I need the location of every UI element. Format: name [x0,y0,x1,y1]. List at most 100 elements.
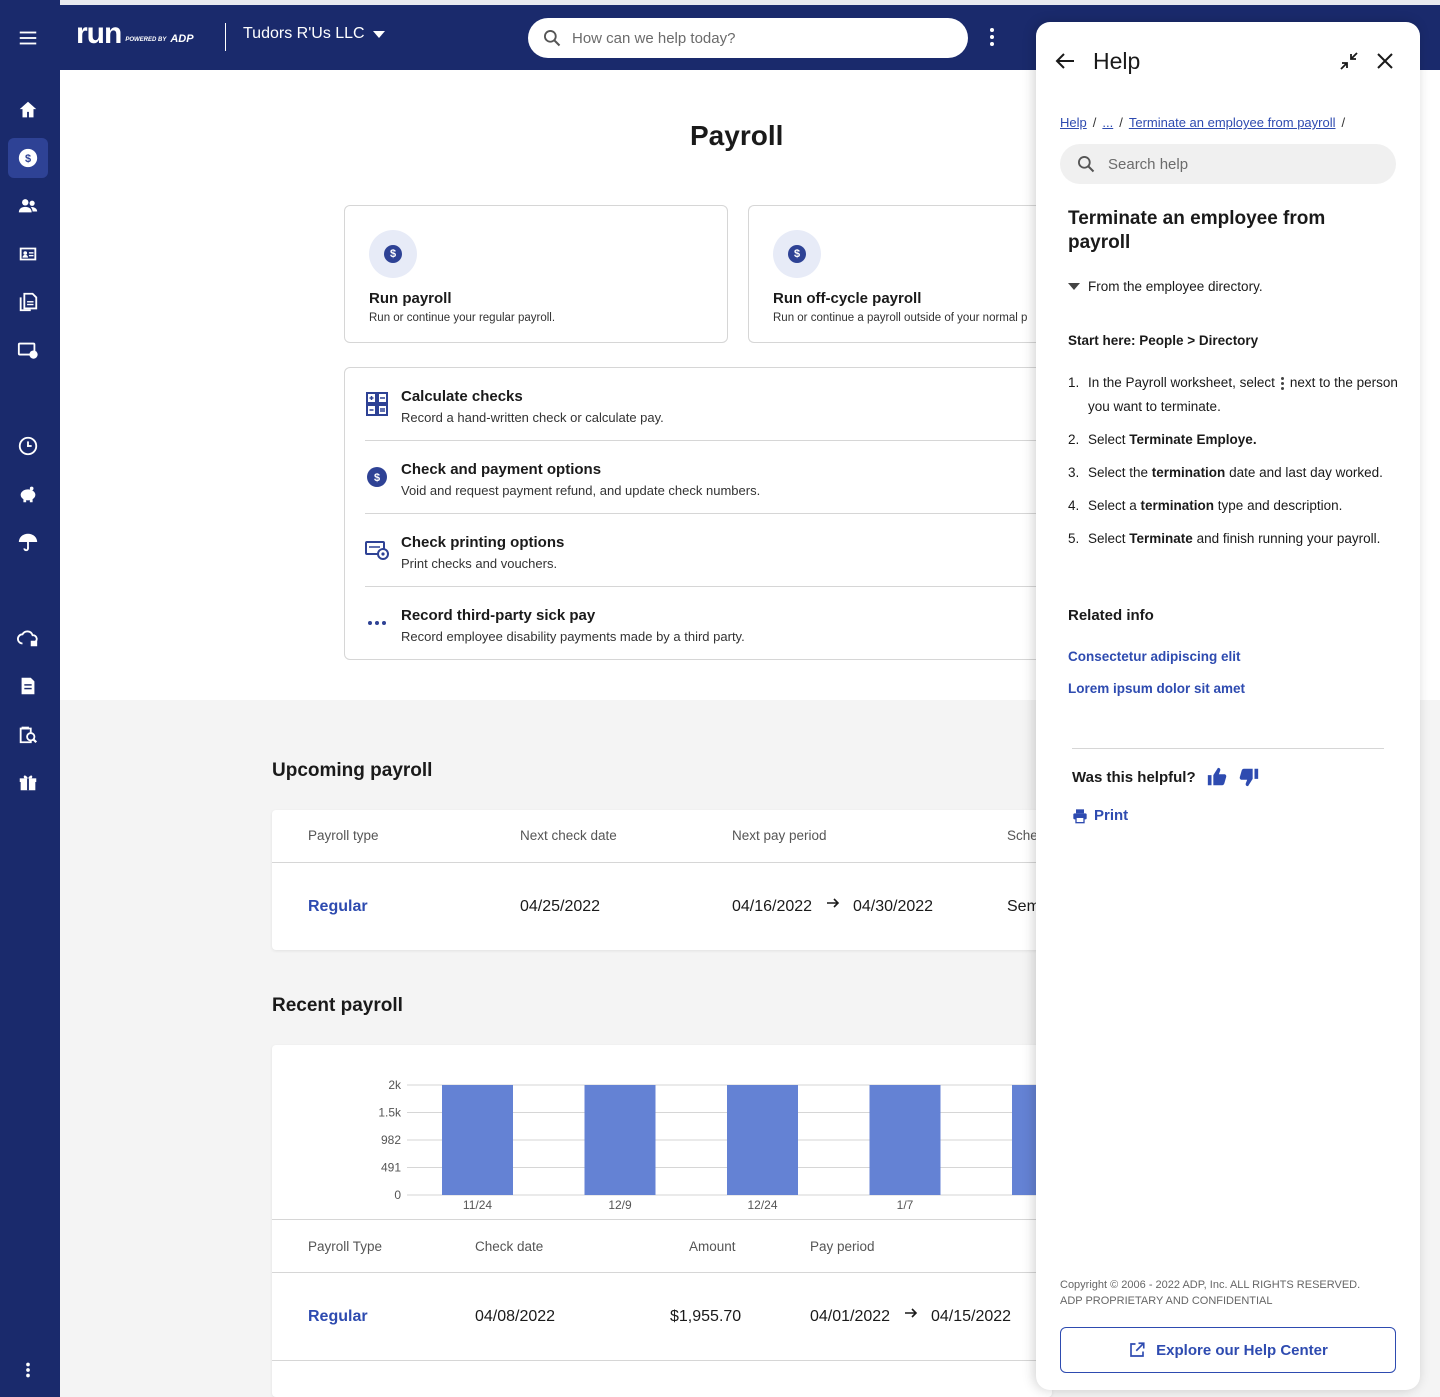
cloud-lock-icon[interactable] [8,618,48,658]
explore-help-center-button[interactable]: Explore our Help Center [1060,1327,1396,1373]
home-icon[interactable] [8,90,48,130]
calculate-checks-option[interactable]: Calculate checks Record a hand-written c… [365,368,1045,441]
column-header: Payroll type [308,828,379,843]
company-name: Tudors R'Us LLC [243,25,365,42]
option-title: Record third-party sick pay [401,607,596,624]
x-tick-label: 1/7 [897,1198,914,1212]
period-start: 04/16/2022 [732,898,813,915]
check-date: 04/08/2022 [475,1308,556,1325]
external-link-icon [1130,1342,1145,1357]
period-end: 04/15/2022 [931,1308,1012,1325]
breadcrumb-help[interactable]: Help [1060,115,1087,130]
check-settings-icon[interactable] [8,330,48,370]
run-off-cycle-payroll-card[interactable]: $ Run off-cycle payroll Run or continue … [748,205,1048,343]
y-tick-label: 1.5k [378,1106,402,1120]
related-link[interactable]: Consectetur adipiscing elit [1068,649,1241,664]
collapse-icon[interactable] [1338,50,1360,72]
card-title: Run off-cycle payroll [773,290,922,307]
company-switcher[interactable]: Tudors R'Us LLC [243,25,385,43]
chart-bar[interactable] [869,1085,941,1195]
more-dots-icon [365,611,389,635]
documents-icon[interactable] [8,282,48,322]
thumbs-up-icon[interactable] [1206,766,1228,788]
svg-text:$: $ [25,153,31,165]
explore-label: Explore our Help Center [1156,1341,1328,1359]
card-desc: Run or continue a payroll outside of you… [773,312,1028,324]
thumbs-down-icon[interactable] [1238,766,1260,788]
kebab-icon [1280,376,1284,390]
more-vertical-icon[interactable] [8,1350,48,1390]
print-button[interactable]: Print [1072,807,1128,824]
back-arrow-icon[interactable] [1054,50,1076,72]
header-divider [225,23,226,51]
global-search-input[interactable] [572,29,932,47]
search-icon [1078,156,1095,173]
people-icon[interactable] [8,186,48,226]
third-party-sick-pay-option[interactable]: Record third-party sick pay Record emplo… [365,587,1045,660]
y-tick-label: 982 [381,1133,401,1147]
x-tick-label: 12/24 [747,1198,777,1212]
upcoming-payroll-table: Payroll type Next check date Next pay pe… [272,810,1052,950]
logo-run-text: run [76,17,122,50]
clock-icon[interactable] [8,426,48,466]
report-icon[interactable] [8,666,48,706]
y-tick-label: 2k [388,1078,402,1092]
umbrella-icon[interactable] [8,522,48,562]
card-desc: Run or continue your regular payroll. [369,312,556,324]
gift-icon[interactable] [8,762,48,802]
piggy-bank-icon[interactable] [8,474,48,514]
print-label: Print [1094,807,1129,824]
recent-payroll-chart: 2k 1.5k 982 491 0 11/24 12/9 12/24 1/7 [272,1045,1052,1220]
schedule: Sem [1007,898,1040,915]
employee-cards-icon[interactable] [8,234,48,274]
close-icon[interactable] [1374,50,1396,72]
helpful-label: Was this helpful? [1072,768,1196,786]
upcoming-payroll-title: Upcoming payroll [272,760,433,781]
directory-toggle[interactable]: From the employee directory. [1068,279,1263,294]
help-drawer: Help Help / ... / Terminate an employee fr… [1036,22,1420,1390]
y-tick-label: 0 [394,1188,401,1202]
related-link[interactable]: Lorem ipsum dolor sit amet [1068,681,1246,696]
breadcrumb: Help / ... / Terminate an employee from pa… [1060,115,1346,130]
chart-bar[interactable] [727,1085,798,1195]
feedback-row: Was this helpful? [1072,766,1260,788]
global-search [528,18,968,58]
option-desc: Print checks and vouchers. [401,556,558,571]
payroll-type-link[interactable]: Regular [308,898,368,915]
step-item: 3. Select the termination date and last … [1068,465,1383,480]
step-item: 1. In the Payroll worksheet, select next … [1068,375,1398,414]
column-header: Pay period [810,1239,875,1254]
breadcrumb-article[interactable]: Terminate an employee from payroll [1128,115,1336,130]
run-payroll-card[interactable]: $ Run payroll Run or continue your regul… [344,205,728,343]
logo-powered-by: POWERED BY [125,37,167,43]
recent-payroll-title: Recent payroll [272,995,403,1016]
breadcrumb-ellipsis[interactable]: ... [1102,115,1114,130]
option-desc: Void and request payment refund, and upd… [401,483,761,498]
check-payment-options-option[interactable]: $ Check and payment options Void and req… [365,441,1045,514]
start-here: Start here: People > Directory [1068,333,1259,348]
steps-list: 1. In the Payroll worksheet, select next … [1068,371,1398,560]
payroll-type-link[interactable]: Regular [308,1308,368,1325]
check-print-icon [365,538,389,562]
header-more-icon[interactable] [984,28,1000,52]
check-printing-options-option[interactable]: Check printing options Print checks and … [365,514,1045,587]
option-title: Check and payment options [401,461,602,478]
article-title: Terminate an employee from payroll [1068,208,1326,253]
chart-bar[interactable] [442,1085,513,1195]
chart-bar[interactable] [584,1085,656,1195]
hamburger-menu-icon[interactable] [8,18,48,58]
payroll-dollar-icon[interactable]: $ [8,138,48,178]
next-check-date: 04/25/2022 [520,898,601,915]
step-item: 5. Select Terminate and finish running y… [1068,531,1381,546]
audit-search-icon[interactable] [8,714,48,754]
copyright: Copyright © 2006 - 2022 ADP, Inc. ALL RI… [1060,1279,1361,1307]
calculator-icon [365,392,389,416]
triangle-down-icon [1068,283,1080,290]
caret-down-icon [372,30,385,38]
arrow-right-icon [826,896,840,915]
help-search-input[interactable] [1108,155,1368,173]
option-desc: Record a hand-written check or calculate… [401,410,664,425]
divider [1072,748,1384,749]
run-adp-logo[interactable]: run POWERED BY ADP [76,17,194,50]
column-header: Check date [475,1239,544,1254]
